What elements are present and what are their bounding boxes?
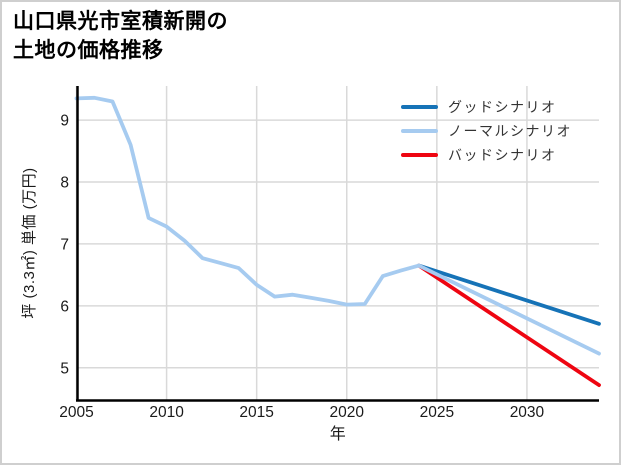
x-tick-label-2030: 2030 (510, 404, 545, 421)
legend-item-normal: ノーマルシナリオ (401, 119, 572, 143)
series-line-history (74, 95, 421, 307)
y-tick-label-5: 5 (60, 360, 69, 377)
good-scenario-line-swatch (401, 105, 438, 109)
legend-label-bad: バッドシナリオ (448, 147, 557, 163)
legend-item-good: グッドシナリオ (401, 95, 572, 119)
legend: グッドシナリオ ノーマルシナリオ バッドシナリオ (401, 95, 572, 167)
legend-item-bad: バッドシナリオ (401, 143, 572, 167)
y-tick-label-9: 9 (60, 113, 69, 130)
x-tick-label-2020: 2020 (330, 404, 365, 421)
x-tick-label-2010: 2010 (149, 404, 184, 421)
x-tick-label-2025: 2025 (420, 404, 454, 421)
x-axis-title: 年 (330, 425, 346, 443)
series-line-bad (416, 263, 601, 388)
legend-label-normal: ノーマルシナリオ (448, 123, 572, 139)
y-axis-title: 坪 (3.3㎡) 単価 (万円) (21, 167, 38, 318)
bad-scenario-line-swatch (401, 153, 438, 157)
chart-title: 山口県光市室積新開の 土地の価格推移 (13, 10, 228, 62)
series-line-good (416, 263, 601, 326)
normal-scenario-line-swatch (401, 129, 438, 133)
y-tick-label-7: 7 (60, 236, 69, 253)
x-tick-label-2005: 2005 (59, 404, 93, 421)
x-tick-label-2015: 2015 (239, 404, 273, 421)
y-tick-label-8: 8 (60, 174, 69, 191)
series-line-normal (416, 263, 601, 356)
legend-label-good: グッドシナリオ (448, 99, 557, 115)
y-tick-label-6: 6 (60, 298, 69, 315)
